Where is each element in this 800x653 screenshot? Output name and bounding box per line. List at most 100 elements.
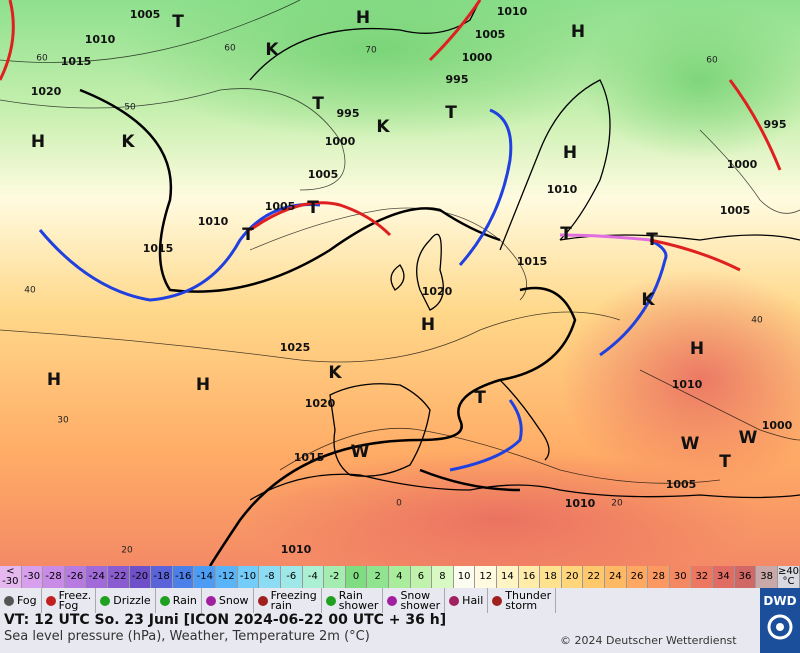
pressure-center: K [265,40,279,60]
scale-cell: < -30 [0,566,22,588]
isobar [208,286,577,566]
pressure-center: H [47,370,61,390]
warm-front [649,238,741,272]
isobar [419,468,521,492]
pressure-center: T [474,388,486,408]
pressure-center: T [560,224,572,244]
scale-cell: -10 [237,566,260,588]
legend-icon [325,595,336,606]
scale-cell: -22 [108,566,130,588]
scale-cell: 8 [432,566,454,588]
coast [416,233,444,311]
pressure-label: 1010 [547,183,578,196]
pressure-center: K [641,290,655,310]
pressure-center: K [328,363,342,383]
legend-item: Freez. Fog [42,588,97,613]
warm-front [428,0,482,62]
pressure-label: 1010 [198,215,229,228]
scale-cell: 22 [583,566,606,588]
graticule-label: 20 [611,499,623,509]
weather-map: 1005 1010 1015 1020 1010 1005 1000 995 995 1000 10… [0,0,800,566]
pressure-center: H [421,315,435,335]
graticule-label: 40 [751,316,763,326]
pressure-label: 1020 [31,85,62,98]
pressure-center: T [312,94,324,114]
cool-area [580,0,800,160]
scale-cell: -14 [194,566,217,588]
scale-cell: 24 [605,566,627,588]
logo: DWD [760,588,800,653]
legend-item: Fog [0,588,42,613]
scale-cell: -18 [151,566,173,588]
pressure-label: 1010 [281,543,312,556]
isobar [639,369,800,441]
coast [390,264,405,291]
legend-icon [100,595,111,606]
cold-front [458,108,513,266]
scale-cell: 26 [626,566,649,588]
pressure-center: H [31,132,45,152]
scale-cell: -4 [302,566,325,588]
scale-cell: ≥40 °C [777,566,800,588]
pressure-label: 1010 [85,33,116,46]
cold-front [449,399,523,472]
warm-front [728,79,782,171]
pressure-center: W [739,428,758,448]
legend-icon [159,595,170,606]
legend-label: Snow [218,593,249,607]
pressure-center: H [196,375,210,395]
description: Sea level pressure (hPa), Weather, Tempe… [4,629,370,644]
legend-label: Freezing rain [270,588,317,612]
pressure-label: 1015 [294,451,325,464]
scale-cell: -2 [324,566,346,588]
pressure-label: 1005 [475,28,506,41]
scale-cell: 16 [518,566,541,588]
legend-label: Rain [172,593,197,607]
scale-cell: 4 [388,566,411,588]
legend-label: Drizzle [113,593,151,607]
main-isobars [79,88,577,566]
warm-front [0,0,15,81]
warm-front [249,201,392,237]
legend-icon [205,595,216,606]
pressure-label: 995 [337,107,360,120]
graticule-label: 30 [57,416,69,426]
cool-area [120,0,640,140]
legend-item: Freezing rain [254,588,322,613]
legend-label: Thunder storm [505,588,552,612]
pressure-label: 1000 [762,419,793,432]
legend-label: Rain shower [338,588,379,612]
pressure-label: 1000 [462,51,493,64]
legend-item: Rain shower [322,588,384,613]
scale-cell: 14 [497,566,519,588]
pressure-label: 1015 [61,55,92,68]
pressure-center: T [172,12,184,32]
graticule-label: 50 [124,103,136,113]
pressure-center: K [376,117,390,137]
isobar [0,311,621,363]
pressure-label: 1010 [672,378,703,391]
scale-cell: 36 [734,566,757,588]
pressure-label: 1025 [280,341,311,354]
scale-cell: -26 [64,566,87,588]
pressure-label: 1005 [130,8,161,21]
graticule-label: 20 [121,546,133,556]
legend-icon [45,595,56,606]
heat-area [560,270,800,490]
pressure-center: T [719,452,731,472]
scale-cell: -28 [43,566,65,588]
pressure-label: 1000 [325,135,356,148]
cold-front [599,238,668,357]
weather-legend: Fog Freez. Fog Drizzle Rain Snow Freezing rai… [0,588,760,613]
isobar [79,88,501,293]
scale-cell: 0 [345,566,368,588]
valid-time: VT: 12 UTC So. 23 Juni [ICON 2024-06-22 … [4,612,447,628]
legend-item: Snow shower [383,588,446,613]
scale-cell: -30 [21,566,44,588]
pressure-label: 1020 [305,397,336,410]
scale-cell: 30 [669,566,692,588]
logo-icon [767,614,793,640]
isobar [0,0,301,63]
pressure-label: 995 [764,118,787,131]
